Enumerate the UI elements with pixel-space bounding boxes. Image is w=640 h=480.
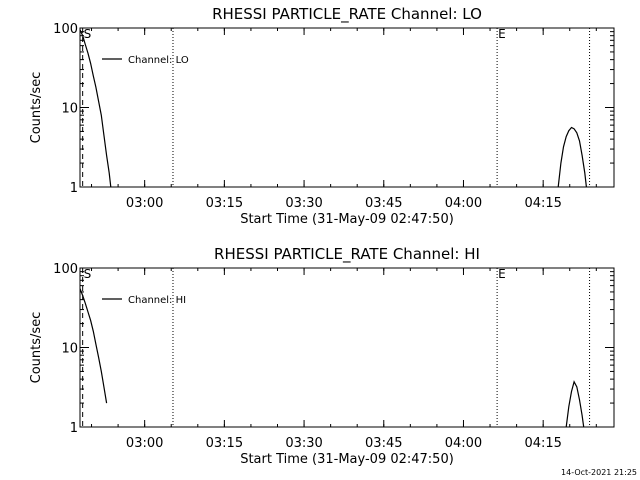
x-tick-label: 03:30 (285, 196, 322, 211)
x-tick-label: 04:15 (524, 196, 561, 211)
y-tick-label: 1 (70, 181, 78, 196)
series-line (79, 29, 112, 188)
x-tick-label: 04:00 (445, 436, 482, 451)
x-tick-label: 03:15 (206, 196, 243, 211)
x-tick-label: 03:45 (365, 436, 402, 451)
x-tick-label: 04:00 (445, 196, 482, 211)
plot-frame (79, 267, 615, 428)
event-marker-label: S (84, 267, 92, 281)
event-marker-label: E (498, 27, 506, 41)
y-tick-label: 10 (61, 102, 78, 117)
chart-hi: RHESSI PARTICLE_RATE Channel: HI 03:00 03:… (29, 245, 615, 467)
x-tick-label: 03:15 (206, 436, 243, 451)
y-axis-label: Counts/sec (29, 312, 44, 384)
x-axis-label: Start Time (31-May-09 02:47:50) (240, 452, 454, 467)
chart-lo: RHESSI PARTICLE_RATE Channel: LO 03:00 03:… (29, 5, 615, 227)
x-axis-label: Start Time (31-May-09 02:47:50) (240, 212, 454, 227)
series-line (79, 288, 108, 404)
y-tick-label: 10 (61, 342, 78, 357)
x-tick-label: 03:00 (126, 196, 163, 211)
series-line (557, 126, 587, 188)
legend-label: Channel: HI (128, 295, 186, 306)
y-axis-label: Counts/sec (29, 72, 44, 144)
event-marker-label: S (84, 27, 92, 41)
chart-title: RHESSI PARTICLE_RATE Channel: LO (212, 5, 482, 24)
x-tick-label: 03:00 (126, 436, 163, 451)
series-line (565, 380, 585, 428)
x-tick-label: 03:45 (365, 196, 402, 211)
event-marker-label: E (498, 267, 506, 281)
chart-title: RHESSI PARTICLE_RATE Channel: HI (214, 245, 480, 264)
legend-label: Channel: LO (128, 55, 189, 66)
y-tick-label: 100 (53, 262, 78, 277)
footer-timestamp: 14-Oct-2021 21:25 (561, 468, 637, 477)
y-tick-label: 100 (53, 22, 78, 37)
x-tick-label: 03:30 (285, 436, 322, 451)
plot-frame (79, 27, 615, 188)
x-tick-label: 04:15 (524, 436, 561, 451)
y-tick-label: 1 (70, 421, 78, 436)
